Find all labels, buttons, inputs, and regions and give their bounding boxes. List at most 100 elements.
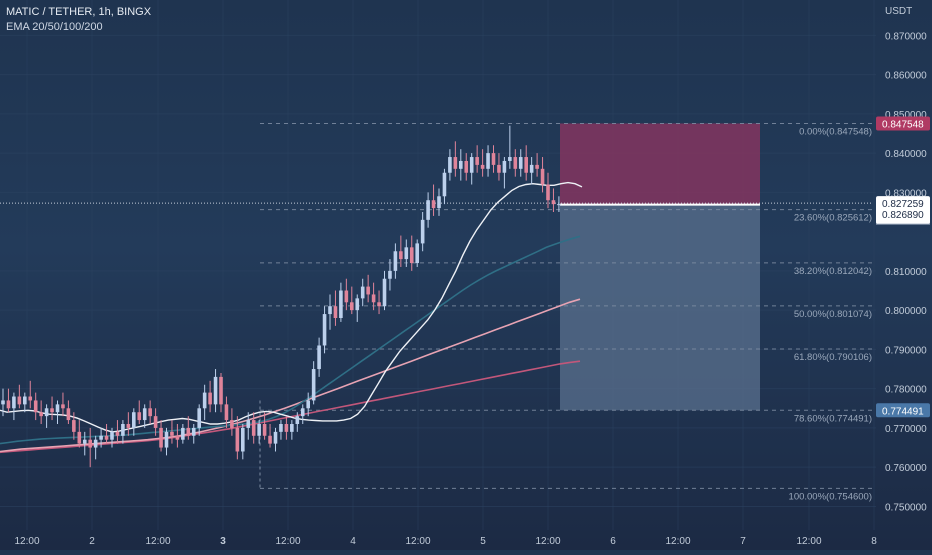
candle-body xyxy=(268,435,272,444)
candle-body xyxy=(426,200,430,220)
candle-body xyxy=(350,302,354,311)
candle-body xyxy=(535,164,539,169)
target-price-tag-text: 0.774491 xyxy=(882,406,924,417)
time-tick-label: 12:00 xyxy=(145,536,170,547)
candle-body xyxy=(306,400,310,409)
candle-body xyxy=(88,439,92,448)
candle-body xyxy=(251,420,256,436)
candle-body xyxy=(55,404,60,413)
target-price-tag-bg xyxy=(876,403,930,418)
candle-body xyxy=(241,427,245,452)
ema-50-line xyxy=(0,235,581,445)
fib-label: 61.80%(0.790106) xyxy=(794,352,872,363)
candle-body xyxy=(164,431,169,448)
price-tick-label: 0.870000 xyxy=(885,31,927,42)
candle-body xyxy=(355,298,360,311)
time-tick-label: 12:00 xyxy=(275,536,300,547)
candle-body xyxy=(66,408,71,421)
candle-body xyxy=(546,184,550,201)
fib-label: 0.00%(0.847548) xyxy=(799,126,872,137)
candle-body xyxy=(77,431,82,444)
ema-lines xyxy=(0,181,583,454)
candle-body xyxy=(208,392,212,405)
candle-body xyxy=(72,420,76,432)
candle-body xyxy=(459,160,463,169)
candle-body xyxy=(175,435,180,440)
indicator-legend[interactable]: EMA 20/50/100/200 xyxy=(6,21,103,33)
time-tick-label: 2 xyxy=(89,536,95,547)
price-tick-label: 0.770000 xyxy=(885,424,927,435)
candle-body xyxy=(28,396,33,401)
candles xyxy=(1,125,561,468)
fib-label: 50.00%(0.801074) xyxy=(794,309,872,320)
candle-body xyxy=(235,427,240,452)
candle-body xyxy=(99,435,103,440)
candle-body xyxy=(540,168,545,185)
time-tick-label: 4 xyxy=(350,536,356,547)
candle-body xyxy=(328,306,332,315)
candle-body xyxy=(170,431,174,436)
time-tick-label: 3 xyxy=(220,536,226,547)
candle-body xyxy=(1,400,5,405)
candle-body xyxy=(300,408,305,417)
candle-body xyxy=(333,306,338,318)
candle-body xyxy=(181,427,185,440)
time-tick-label: 12:00 xyxy=(665,536,690,547)
candle-body xyxy=(415,243,419,264)
candle-body xyxy=(110,431,114,440)
candle-body xyxy=(491,153,496,165)
candle-body xyxy=(273,431,278,444)
candle-body xyxy=(262,424,267,436)
symbol-title[interactable]: MATIC / TETHER, 1h, BINGX xyxy=(6,6,152,18)
candle-body xyxy=(486,153,490,169)
candle-body xyxy=(279,424,283,432)
stop-price-tag: 0.847548 xyxy=(876,116,930,131)
short-position-tool[interactable] xyxy=(560,123,760,411)
candle-body xyxy=(121,424,125,436)
ema-100-line xyxy=(0,298,581,453)
candle-body xyxy=(50,408,54,413)
time-tick-label: 12:00 xyxy=(796,536,821,547)
candle-body xyxy=(480,164,485,169)
candle-body xyxy=(388,270,392,279)
candle-body xyxy=(464,160,469,173)
candle-body xyxy=(344,290,349,303)
price-tick-label: 0.830000 xyxy=(885,188,927,199)
candle-body xyxy=(393,251,398,271)
candle-body xyxy=(399,251,403,260)
time-tick-label: 6 xyxy=(610,536,616,547)
time-tick-label: 5 xyxy=(480,536,486,547)
candle-body xyxy=(132,412,136,428)
candle-body xyxy=(295,416,300,424)
candle-body xyxy=(186,427,191,436)
candle-body xyxy=(524,157,528,173)
candle-body xyxy=(39,412,43,417)
candle-body xyxy=(409,247,414,264)
candle-body xyxy=(17,396,22,405)
candle-body xyxy=(529,164,534,173)
chart-header: MATIC / TETHER, 1h, BINGX EMA 20/50/100/… xyxy=(6,5,151,35)
price-tick-label: 0.850000 xyxy=(885,110,927,121)
candle-body xyxy=(104,435,109,440)
candle-body xyxy=(257,424,261,436)
candle-body xyxy=(420,219,425,244)
candle-body xyxy=(219,376,223,405)
candle-body xyxy=(202,392,207,409)
axes: USDT 0.870000 0.860000 0.850000 0.840000 0.83… xyxy=(14,6,927,547)
candle-body xyxy=(453,157,458,169)
stop-price-tag-text: 0.847548 xyxy=(882,119,924,130)
candle-body xyxy=(431,200,436,209)
stop-price-tag-bg xyxy=(876,116,930,131)
candle-body xyxy=(12,396,16,409)
stop-zone xyxy=(560,123,760,205)
fib-retracement[interactable]: 0.00%(0.847548) 23.60%(0.825612) 38.20%(0.… xyxy=(0,122,873,502)
entry-price-tag-bg xyxy=(876,207,930,222)
candle-body xyxy=(442,172,447,197)
candle-body xyxy=(513,157,518,169)
candle-body xyxy=(82,439,87,444)
candle-body xyxy=(437,196,441,209)
target-zone xyxy=(560,204,760,411)
